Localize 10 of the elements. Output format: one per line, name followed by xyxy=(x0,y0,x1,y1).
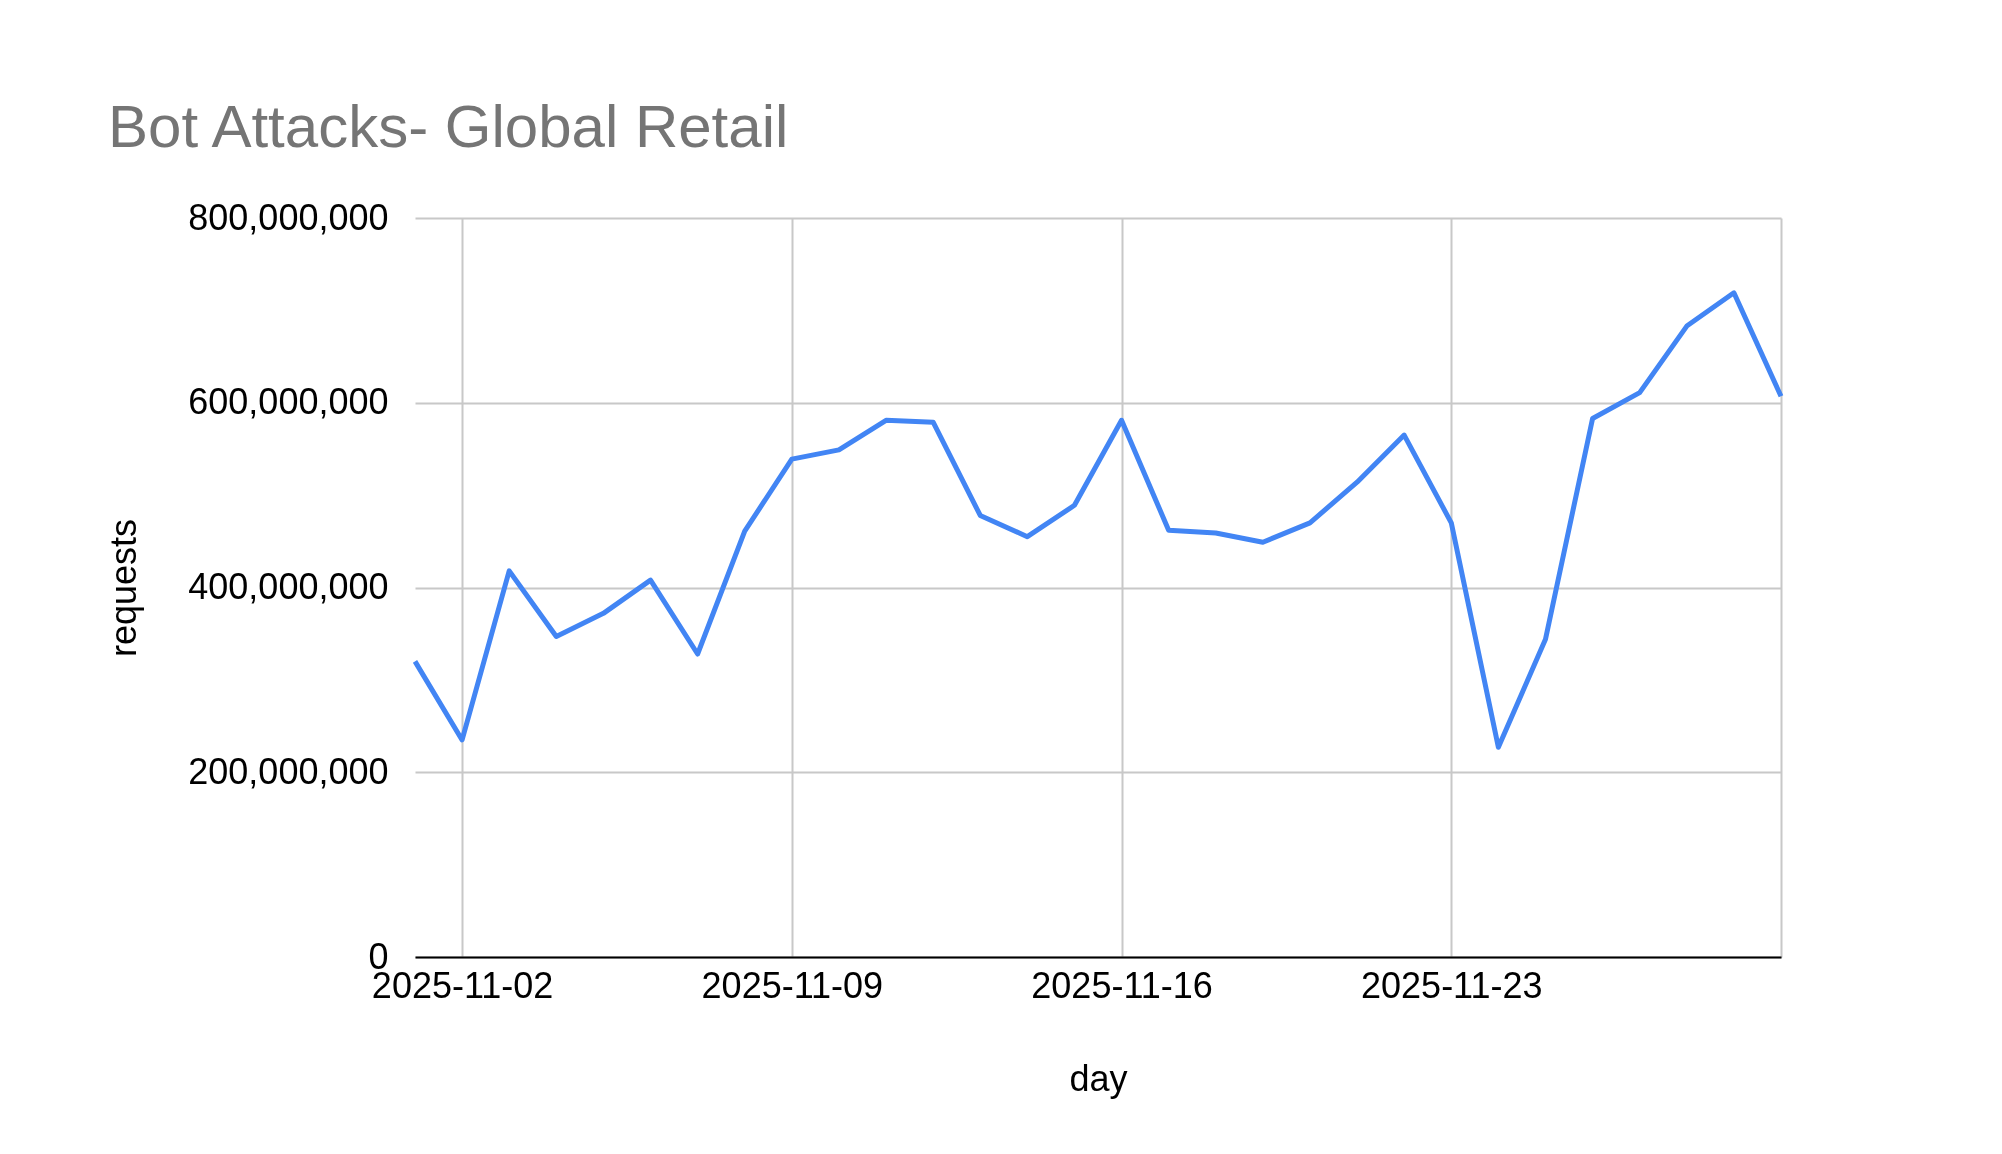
chart-title: Bot Attacks- Global Retail xyxy=(108,93,789,160)
y-tick-label: 600,000,000 xyxy=(188,381,389,423)
x-axis-title: day xyxy=(1069,1057,1128,1099)
x-tick-label: 2025-11-16 xyxy=(1031,964,1213,1006)
y-tick-label: 200,000,000 xyxy=(188,750,389,792)
y-tick-label: 800,000,000 xyxy=(188,196,389,238)
y-tick-label: 400,000,000 xyxy=(188,566,389,607)
y-axis-title: requests xyxy=(102,518,144,658)
x-tick-label: 2025-11-09 xyxy=(701,964,884,1006)
x-tick-label: 2025-11-23 xyxy=(1361,964,1543,1006)
